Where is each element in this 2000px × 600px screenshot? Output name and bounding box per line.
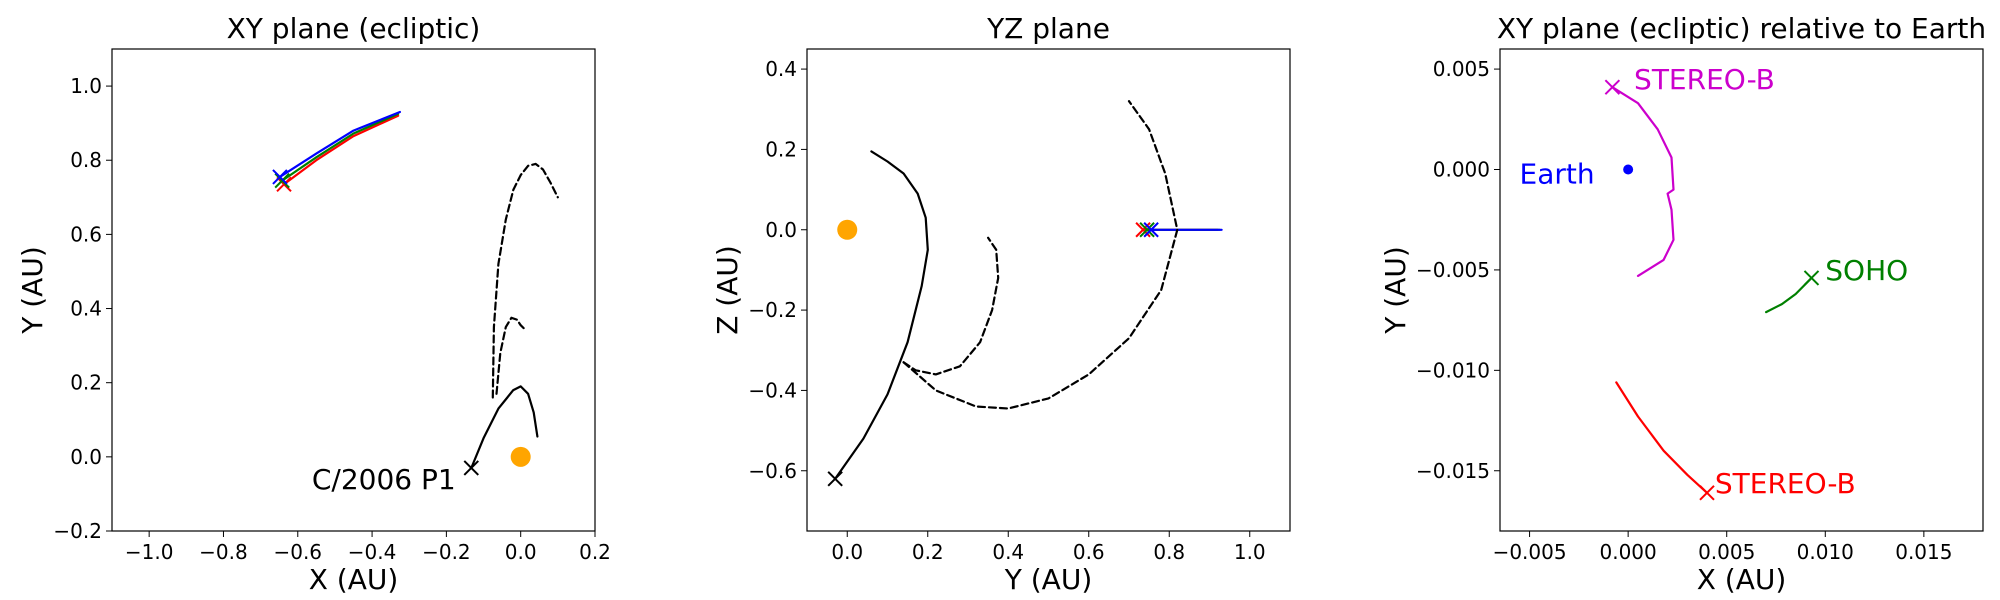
x-tick-label: 0.010 — [1797, 540, 1854, 564]
series-line — [491, 162, 559, 399]
panel-title: XY plane (ecliptic) relative to Earth — [1497, 12, 1986, 45]
position-x-marker — [1803, 270, 1820, 286]
annotation-label: STEREO-B — [1715, 467, 1856, 500]
x-tick-label: 1.0 — [1234, 540, 1266, 564]
panel-xy-ecliptic: XY plane (ecliptic) X (AU) Y (AU) −1.0 −0… — [16, 12, 611, 596]
position-x-marker — [1604, 79, 1621, 95]
position-x-marker — [272, 169, 288, 185]
x-tick-label: 0.6 — [1073, 540, 1105, 564]
x-tick-label: 0.4 — [992, 540, 1024, 564]
series-line — [834, 150, 929, 480]
x-tick-label: −0.2 — [422, 540, 471, 564]
y-tick-label: −0.010 — [1416, 358, 1490, 382]
series-line — [902, 236, 1000, 376]
x-tick-label: 0.000 — [1600, 540, 1657, 564]
series-line — [495, 316, 526, 395]
x-tick-label: 0.0 — [831, 540, 863, 564]
series-line — [1611, 86, 1675, 277]
position-x-marker — [827, 471, 843, 487]
sun-marker — [510, 446, 531, 467]
series-line — [282, 114, 400, 186]
y-tick-label: −0.015 — [1416, 459, 1490, 483]
y-tick-label: 0.2 — [70, 371, 102, 395]
series-line — [902, 100, 1179, 410]
series-line — [278, 110, 401, 178]
panel-xy-relative-earth: XY plane (ecliptic) relative to Earth X … — [1379, 12, 1986, 596]
annotation-label: C/2006 P1 — [312, 463, 456, 496]
y-tick-label: 0.2 — [765, 137, 797, 161]
y-tick-label: 0.6 — [70, 222, 102, 246]
x-axis-label: Y (AU) — [1004, 563, 1093, 596]
plot-area — [827, 100, 1223, 487]
x-tick-label: −0.6 — [273, 540, 322, 564]
y-tick-label: 0.4 — [765, 57, 797, 81]
sun-marker — [837, 219, 858, 240]
y-tick-label: −0.2 — [53, 519, 102, 543]
y-axis-label: Z (AU) — [711, 245, 744, 335]
y-tick-label: 0.000 — [1433, 158, 1490, 182]
x-tick-label: 0.015 — [1895, 540, 1952, 564]
y-tick-label: 1.0 — [70, 74, 102, 98]
y-axis-label: Y (AU) — [16, 246, 49, 335]
position-x-marker — [276, 176, 292, 193]
y-tick-label: 0.8 — [70, 148, 102, 172]
x-axis-label: X (AU) — [309, 563, 399, 596]
axes-frame — [1499, 48, 1984, 532]
panel-title: XY plane (ecliptic) — [227, 12, 481, 45]
series-line — [1615, 381, 1709, 494]
series-line — [1764, 276, 1813, 314]
x-tick-label: −0.005 — [1493, 540, 1567, 564]
y-tick-label: 0.4 — [70, 297, 102, 321]
y-tick-label: −0.2 — [748, 298, 797, 322]
series-line — [470, 385, 539, 470]
y-tick-label: −0.6 — [748, 459, 797, 483]
y-tick-label: 0.005 — [1433, 57, 1490, 81]
position-x-marker — [1699, 485, 1715, 501]
x-axis-label: X (AU) — [1697, 563, 1787, 596]
position-x-marker — [463, 460, 479, 476]
x-tick-label: 0.005 — [1698, 540, 1755, 564]
annotation-label: STEREO-B — [1634, 63, 1775, 96]
axes-frame — [111, 48, 596, 532]
y-tick-label: 0.0 — [70, 445, 102, 469]
x-tick-label: −0.4 — [348, 540, 397, 564]
x-tick-label: 0.8 — [1153, 540, 1185, 564]
axes-frame — [806, 48, 1291, 532]
x-tick-label: −0.8 — [199, 540, 248, 564]
y-tick-label: −0.005 — [1416, 258, 1490, 282]
position-x-marker — [1139, 222, 1155, 238]
earth-marker — [1623, 164, 1634, 175]
y-axis-label: Y (AU) — [1379, 246, 1412, 335]
x-tick-label: 0.2 — [912, 540, 944, 564]
annotation-label: SOHO — [1825, 254, 1908, 287]
series-line — [281, 112, 400, 182]
position-x-marker — [1143, 222, 1159, 238]
panel-title: YZ plane — [986, 12, 1110, 45]
x-tick-label: −1.0 — [125, 540, 174, 564]
plot-area — [1604, 79, 1820, 501]
plot-area — [272, 110, 559, 476]
y-tick-label: −0.4 — [748, 378, 797, 402]
x-tick-label: 0.0 — [505, 540, 537, 564]
position-x-marker — [274, 172, 290, 189]
annotation-label: Earth — [1520, 158, 1595, 191]
y-tick-label: 0.0 — [765, 218, 797, 242]
panel-yz: YZ plane Y (AU) Z (AU) 0.0 0.2 0.4 0.6 0.8 1.… — [711, 12, 1291, 596]
x-tick-label: 0.2 — [579, 540, 611, 564]
